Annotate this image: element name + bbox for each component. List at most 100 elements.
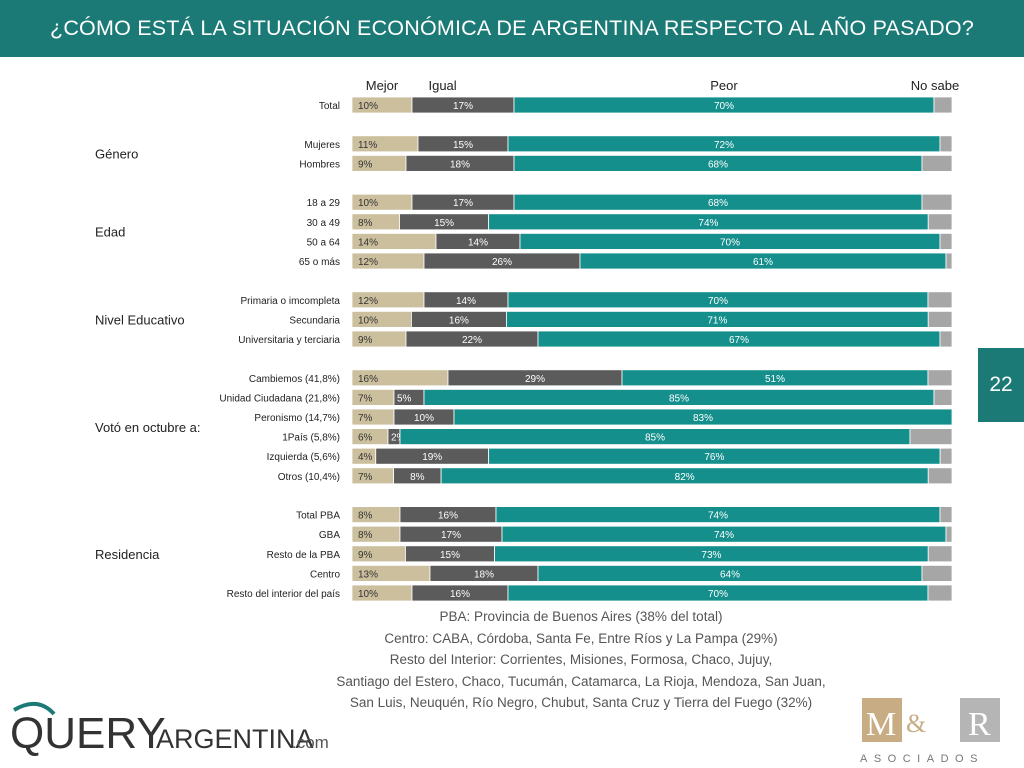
data-label: 26% [492, 257, 512, 268]
row-label: 18 a 29 [307, 198, 341, 209]
legend-item: No sabe [911, 78, 959, 93]
data-label: 70% [714, 101, 734, 112]
row-label: Hombres [299, 159, 340, 170]
footnotes: PBA: Provincia de Buenos Aires (38% del … [300, 606, 862, 714]
data-label: 7% [358, 472, 373, 483]
data-label: 8% [358, 530, 373, 541]
data-label: 17% [453, 198, 473, 209]
data-label: 82% [675, 472, 695, 483]
row-label: Otros (10,4%) [278, 472, 340, 483]
legend-item: Mejor [366, 78, 399, 93]
svg-text:M: M [866, 706, 896, 743]
data-label: 9% [358, 335, 373, 346]
data-label: 68% [708, 159, 728, 170]
data-label: 9% [358, 159, 373, 170]
data-label: 11% [358, 140, 377, 151]
svg-text:.com: .com [292, 733, 329, 752]
bar-segment-no-sabe [927, 369, 953, 387]
data-label: 76% [704, 452, 724, 463]
svg-text:ARGENTINA: ARGENTINA [156, 724, 314, 754]
data-label: 10% [358, 101, 378, 112]
data-label: 70% [720, 237, 740, 248]
data-label: 9% [358, 550, 373, 561]
legend-item: Peor [710, 78, 738, 93]
group-label: Edad [95, 225, 125, 240]
data-label: 8% [410, 472, 425, 483]
data-label: 10% [358, 589, 378, 600]
data-label: 64% [720, 569, 740, 580]
data-label: 8% [358, 218, 373, 229]
svg-text:R: R [968, 706, 991, 743]
data-label: 70% [708, 589, 728, 600]
row-label: Mujeres [304, 140, 340, 151]
bar-segment-no-sabe [927, 467, 953, 485]
data-label: 14% [468, 237, 488, 248]
row-label: Izquierda (5,6%) [267, 452, 340, 463]
row-label: Cambiemos (41,8%) [249, 374, 340, 385]
bar-segment-no-sabe [933, 388, 953, 406]
data-label: 74% [714, 530, 734, 541]
data-label: 74% [698, 218, 718, 229]
row-label: Resto del interior del país [227, 589, 340, 600]
page-title: ¿CÓMO ESTÁ LA SITUACIÓN ECONÓMICA DE ARG… [0, 0, 1024, 57]
data-label: 16% [449, 315, 469, 326]
data-label: 15% [440, 550, 460, 561]
bar-segment-no-sabe [939, 330, 953, 348]
data-label: 2% [391, 433, 406, 444]
data-label: 15% [434, 218, 454, 229]
mr-asociados-logo: M & R ASOCIADOS [860, 698, 1000, 765]
data-label: 67% [729, 335, 749, 346]
svg-text:&: & [906, 709, 926, 738]
data-label: 22% [462, 335, 482, 346]
row-label: 50 a 64 [307, 237, 341, 248]
bar-segment-no-sabe [939, 135, 953, 153]
data-label: 74% [708, 511, 728, 522]
data-label: 5% [397, 393, 412, 404]
bar-segment-no-sabe [927, 213, 953, 231]
data-label: 12% [358, 296, 378, 307]
svg-text:ASOCIADOS: ASOCIADOS [860, 753, 984, 765]
row-label: Primaria o imcompleta [241, 296, 341, 307]
row-label: Unidad Ciudadana (21,8%) [219, 393, 340, 404]
data-label: 83% [693, 413, 713, 424]
bar-segment-no-sabe [921, 193, 953, 211]
bar-segment-no-sabe [909, 428, 953, 446]
row-label: 30 a 49 [307, 218, 341, 229]
data-label: 85% [669, 393, 689, 404]
data-label: 51% [765, 374, 785, 385]
data-label: 17% [441, 530, 461, 541]
data-label: 19% [422, 452, 442, 463]
data-label: 68% [708, 198, 728, 209]
data-label: 72% [714, 140, 734, 151]
footnote-line: Centro: CABA, Córdoba, Santa Fe, Entre R… [384, 630, 778, 646]
data-label: 16% [438, 511, 458, 522]
row-label: 1País (5,8%) [282, 433, 340, 444]
group-label: Nivel Educativo [95, 312, 185, 327]
data-label: 15% [453, 140, 473, 151]
footnote-line: PBA: Provincia de Buenos Aires (38% del … [439, 609, 723, 624]
data-label: 70% [708, 296, 728, 307]
query-argentina-logo: QUERY ARGENTINA .com [10, 702, 329, 758]
bar-segment-no-sabe [921, 155, 953, 172]
row-label: Centro [310, 569, 340, 580]
stacked-bar-chart: Mejor Igual Peor No sabe Género Edad Nivel Ed… [95, 78, 959, 602]
bar-segment-no-sabe [939, 232, 953, 250]
bar-segment-no-sabe [945, 252, 953, 270]
group-label: Residencia [95, 547, 160, 562]
data-label: 61% [753, 257, 773, 268]
data-label: 8% [358, 511, 373, 522]
page-number-badge: 22 [978, 348, 1024, 422]
svg-text:QUERY: QUERY [10, 709, 166, 758]
data-label: 4% [358, 452, 373, 463]
row-label: Total [319, 101, 340, 112]
row-label: Total PBA [296, 511, 340, 522]
bar-segment-no-sabe [933, 96, 953, 114]
data-label: 12% [358, 257, 378, 268]
data-label: 14% [456, 296, 476, 307]
legend: Mejor Igual Peor No sabe [366, 78, 959, 93]
bar-segment-no-sabe [927, 291, 953, 309]
row-label: Resto de la PBA [267, 550, 341, 561]
data-label: 18% [474, 569, 494, 580]
data-label: 10% [358, 198, 378, 209]
data-label: 6% [358, 433, 373, 444]
